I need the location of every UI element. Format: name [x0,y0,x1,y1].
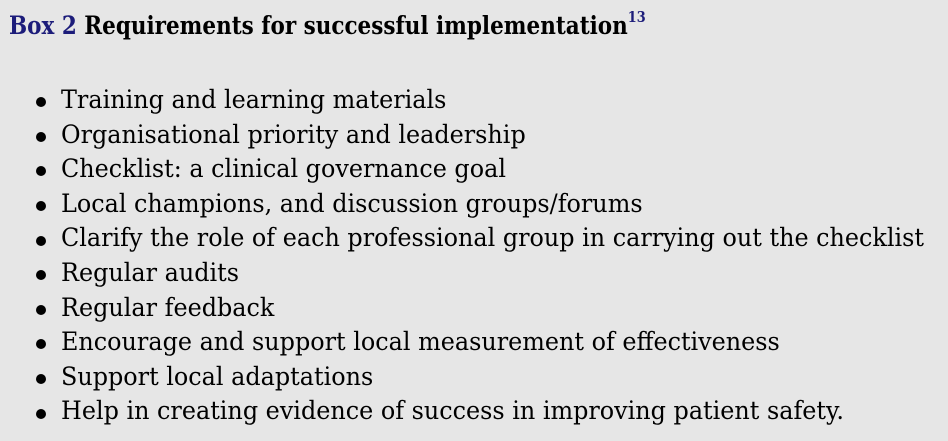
bullet-icon [36,97,46,108]
bullet-icon [36,131,46,142]
list-item-text: Checklist: a clinical governance goal [61,154,506,184]
list-item: Encourage and support local measurement … [36,325,948,360]
list-item-text: Support local adaptations [61,361,374,391]
box-heading: Box 2 Requirements for successful implem… [9,8,646,44]
list-item-text: Local champions, and discussion groups/f… [61,188,643,218]
list-item: Help in creating evidence of success in … [36,394,948,429]
list-item: Checklist: a clinical governance goal [36,152,948,187]
bullet-icon [36,201,46,212]
list-item-text: Organisational priority and leadership [61,119,526,149]
bullet-icon [36,270,46,281]
bullet-icon [36,374,46,385]
reference-superscript: 13 [627,7,646,26]
list-item: Regular audits [36,256,948,291]
requirements-list: Training and learning materials Organisa… [36,83,948,429]
list-item-text: Regular feedback [61,292,275,322]
list-item: Support local adaptations [36,360,948,395]
bullet-icon [36,235,46,246]
box-label: Box 2 [9,11,77,40]
list-item: Local champions, and discussion groups/f… [36,187,948,222]
list-item-text: Regular audits [61,257,240,287]
list-item: Regular feedback [36,291,948,326]
list-item-text: Help in creating evidence of success in … [61,396,844,426]
list-item-text: Encourage and support local measurement … [61,327,780,357]
bullet-icon [36,339,46,350]
bullet-icon [36,166,46,177]
list-item: Clarify the role of each professional gr… [36,221,948,256]
list-item: Training and learning materials [36,83,948,118]
list-item: Organisational priority and leadership [36,118,948,153]
box-title: Requirements for successful implementati… [84,11,628,40]
list-item-text: Training and learning materials [61,85,447,114]
list-item-text: Clarify the role of each professional gr… [61,223,925,253]
bullet-icon [36,304,46,315]
bullet-icon [36,408,46,419]
